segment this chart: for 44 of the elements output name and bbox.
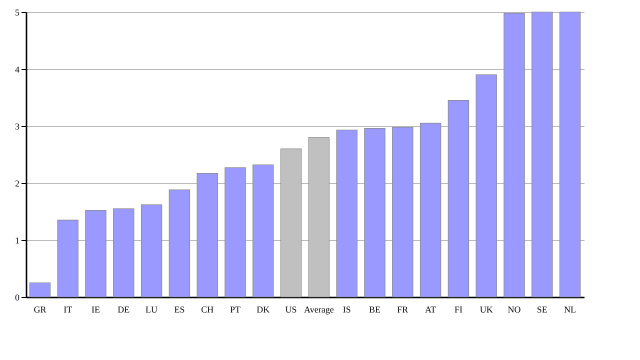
bar [29, 282, 51, 298]
x-tick-label: PT [230, 304, 241, 314]
bar [559, 12, 581, 298]
x-tick-label: AT [425, 304, 437, 314]
bar [85, 210, 106, 298]
x-tick-label: ES [174, 304, 185, 314]
bar [392, 126, 414, 298]
bar [57, 220, 78, 298]
bar [196, 173, 218, 298]
y-tick-label: 5 [15, 8, 20, 18]
x-tick-label: NL [564, 304, 576, 314]
bar [532, 12, 553, 298]
bar [336, 130, 358, 298]
bar [168, 190, 190, 298]
x-tick-label: IS [342, 304, 351, 314]
y-tick-label: 3 [15, 122, 20, 132]
bar [476, 74, 497, 298]
x-tick-label: Average [304, 304, 334, 314]
y-tick-label: 1 [15, 236, 20, 246]
y-tick-label: 4 [15, 64, 20, 74]
x-tick-label: LU [146, 304, 158, 314]
bar [504, 12, 525, 298]
x-tick-label: GR [34, 304, 46, 314]
x-tick-label: IE [92, 304, 100, 314]
bar [448, 100, 470, 298]
x-tick-label: UK [480, 304, 494, 314]
bar [252, 164, 274, 298]
bar [364, 128, 386, 298]
x-tick-label: US [285, 304, 297, 314]
bar [420, 122, 442, 298]
bar [140, 204, 162, 298]
x-tick-label: FI [454, 304, 462, 314]
y-tick-label: 2 [15, 178, 20, 188]
x-tick-label: IT [64, 304, 73, 314]
x-tick-label: DE [118, 304, 130, 314]
x-tick-label: DK [256, 304, 270, 314]
x-tick-label: NO [508, 304, 522, 314]
bar [113, 208, 134, 298]
x-tick-label: BE [368, 304, 381, 314]
x-tick-label: FR [397, 304, 408, 314]
y-tick-label: 0 [15, 292, 20, 302]
x-tick-label: SE [536, 304, 548, 314]
bar [224, 167, 246, 298]
x-tick-label: CH [201, 304, 214, 314]
